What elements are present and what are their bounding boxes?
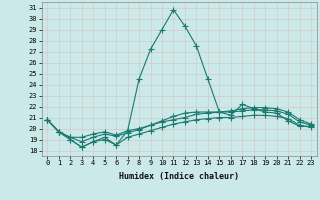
X-axis label: Humidex (Indice chaleur): Humidex (Indice chaleur) bbox=[119, 172, 239, 181]
